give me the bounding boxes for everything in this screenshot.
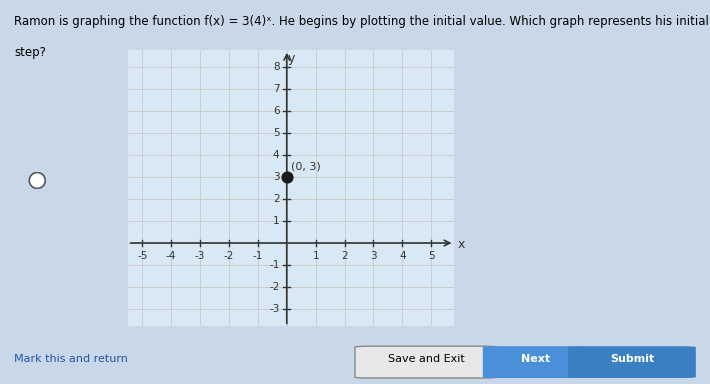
Circle shape — [29, 172, 45, 189]
Text: step?: step? — [14, 46, 46, 59]
Text: -2: -2 — [224, 251, 234, 261]
Text: Submit: Submit — [610, 354, 654, 364]
Text: 7: 7 — [273, 84, 280, 94]
Text: 1: 1 — [312, 251, 319, 261]
Text: 4: 4 — [399, 251, 405, 261]
Text: 1: 1 — [273, 216, 280, 226]
FancyBboxPatch shape — [355, 346, 497, 378]
Text: Next: Next — [521, 354, 551, 364]
Text: 2: 2 — [273, 194, 280, 204]
Text: Mark this and return: Mark this and return — [14, 354, 128, 364]
Text: -1: -1 — [253, 251, 263, 261]
Text: x: x — [457, 238, 464, 251]
Text: -3: -3 — [269, 304, 280, 314]
FancyBboxPatch shape — [483, 346, 582, 378]
Text: 5: 5 — [428, 251, 435, 261]
Point — [281, 174, 293, 180]
Text: 3: 3 — [273, 172, 280, 182]
Text: -2: -2 — [269, 282, 280, 292]
Text: 8: 8 — [273, 63, 280, 73]
Text: -5: -5 — [137, 251, 148, 261]
Text: -3: -3 — [195, 251, 205, 261]
Text: -1: -1 — [269, 260, 280, 270]
Text: 6: 6 — [273, 106, 280, 116]
Text: Ramon is graphing the function f(x) = 3(4)ˣ. He begins by plotting the initial v: Ramon is graphing the function f(x) = 3(… — [14, 15, 709, 28]
Text: Save and Exit: Save and Exit — [388, 354, 464, 364]
Text: -4: -4 — [166, 251, 176, 261]
Text: 4: 4 — [273, 150, 280, 160]
Text: 2: 2 — [342, 251, 348, 261]
Text: y: y — [288, 52, 295, 65]
FancyBboxPatch shape — [568, 346, 696, 378]
Text: 5: 5 — [273, 128, 280, 138]
Text: (0, 3): (0, 3) — [291, 162, 321, 172]
Text: 3: 3 — [370, 251, 377, 261]
